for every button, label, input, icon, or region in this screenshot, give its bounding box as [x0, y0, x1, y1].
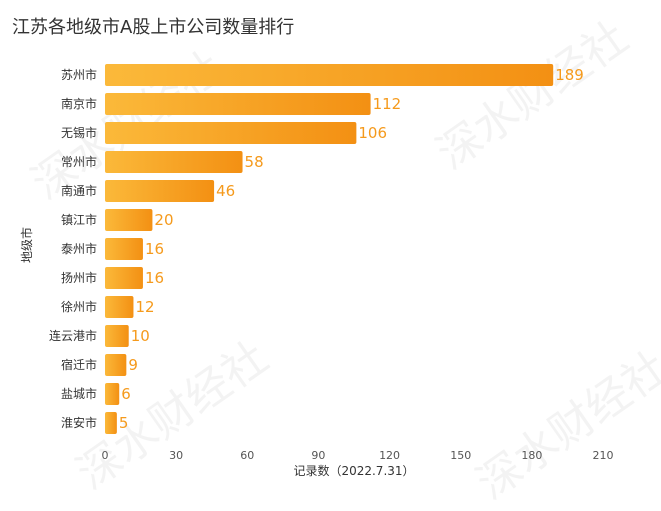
- data-label: 5: [119, 414, 129, 432]
- data-label: 46: [216, 182, 235, 200]
- data-label: 6: [121, 385, 131, 403]
- bar: [105, 354, 127, 376]
- y-tick-label: 扬州市: [61, 270, 97, 285]
- y-tick-label: 常州市: [61, 154, 97, 169]
- data-label: 112: [373, 95, 402, 113]
- y-tick-label: 南京市: [61, 96, 97, 111]
- x-tick-label: 210: [593, 449, 614, 462]
- y-tick-label: 南通市: [61, 183, 97, 198]
- bar: [105, 64, 554, 86]
- y-tick-label: 宿迁市: [61, 357, 97, 372]
- bar: [105, 180, 215, 202]
- x-tick-label: 120: [379, 449, 400, 462]
- y-tick-label: 连云港市: [49, 328, 97, 343]
- x-axis-label: 记录数（2022.7.31）: [293, 463, 414, 478]
- data-label: 16: [145, 240, 164, 258]
- data-label: 20: [154, 211, 173, 229]
- y-axis-label: 地级市: [19, 227, 34, 263]
- bar: [105, 209, 153, 231]
- bar: [105, 296, 134, 318]
- bar: [105, 122, 357, 144]
- data-label: 189: [555, 66, 584, 84]
- y-tick-label: 泰州市: [61, 241, 97, 256]
- data-label: 58: [245, 153, 264, 171]
- y-tick-label: 淮安市: [61, 415, 97, 430]
- y-tick-label: 徐州市: [61, 299, 97, 314]
- bar: [105, 93, 371, 115]
- bar: [105, 325, 129, 347]
- y-tick-label: 苏州市: [61, 67, 97, 82]
- data-label: 106: [358, 124, 387, 142]
- y-tick-label: 无锡市: [61, 125, 97, 140]
- bar: [105, 238, 143, 260]
- x-tick-label: 0: [102, 449, 109, 462]
- chart-title: 江苏各地级市A股上市公司数量排行: [12, 17, 295, 38]
- x-tick-label: 30: [169, 449, 183, 462]
- x-tick-label: 150: [450, 449, 471, 462]
- y-tick-label: 盐城市: [61, 386, 97, 401]
- bar: [105, 267, 143, 289]
- bar: [105, 412, 117, 434]
- x-tick-label: 90: [311, 449, 325, 462]
- data-label: 12: [135, 298, 154, 316]
- data-label: 10: [131, 327, 150, 345]
- x-tick-label: 60: [240, 449, 254, 462]
- bar: [105, 151, 243, 173]
- x-tick-label: 180: [521, 449, 542, 462]
- data-label: 9: [128, 356, 138, 374]
- bar: [105, 383, 120, 405]
- data-label: 16: [145, 269, 164, 287]
- y-tick-label: 镇江市: [61, 212, 97, 227]
